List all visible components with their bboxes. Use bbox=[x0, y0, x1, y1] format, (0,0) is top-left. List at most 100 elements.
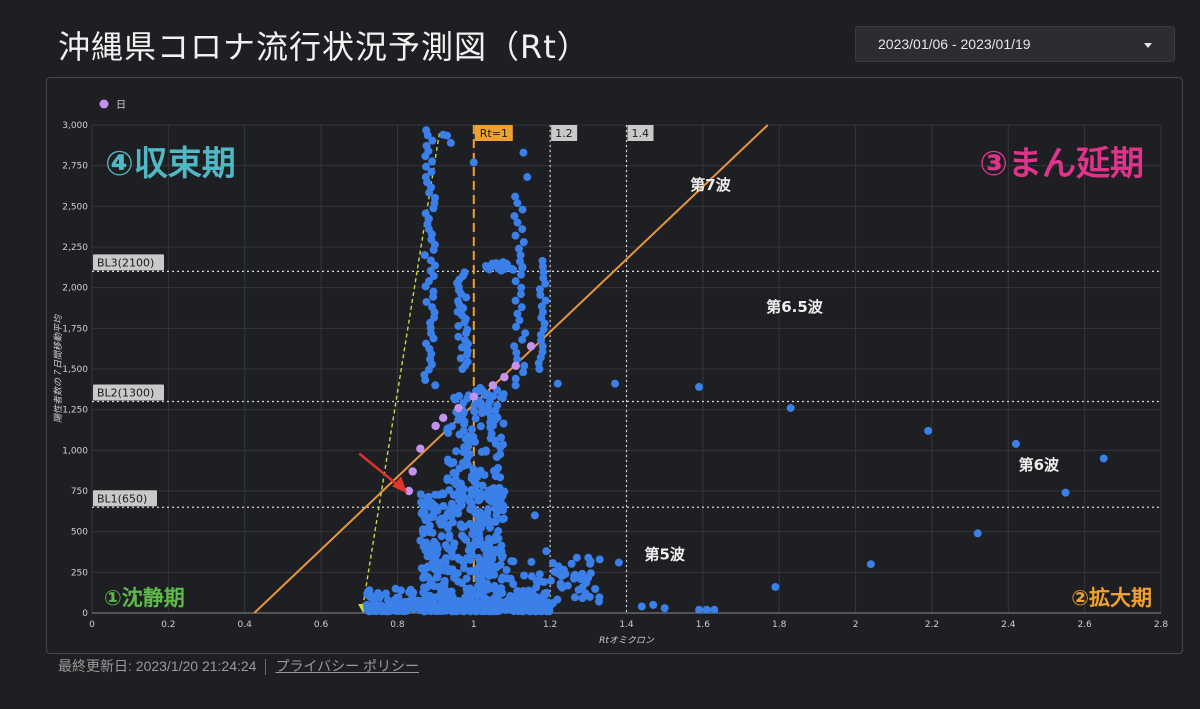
x-tick-label: 0.8 bbox=[390, 620, 405, 630]
data-point bbox=[465, 584, 474, 593]
data-point bbox=[417, 498, 426, 507]
data-point bbox=[539, 605, 548, 614]
y-tick-label: 2,500 bbox=[62, 202, 88, 212]
data-point bbox=[460, 522, 469, 531]
rt-ref-label: 1.2 bbox=[555, 127, 573, 140]
data-point bbox=[471, 414, 480, 423]
data-point bbox=[425, 277, 434, 286]
data-point bbox=[479, 510, 488, 519]
data-point bbox=[370, 598, 379, 607]
data-point bbox=[481, 447, 490, 456]
data-point bbox=[866, 560, 875, 569]
privacy-policy-link[interactable]: プライバシー ポリシー bbox=[275, 658, 420, 674]
data-point bbox=[421, 173, 430, 182]
data-point bbox=[541, 296, 550, 305]
data-point bbox=[454, 577, 463, 586]
data-point bbox=[503, 574, 512, 583]
data-point bbox=[447, 422, 456, 431]
data-point bbox=[497, 541, 506, 550]
data-point bbox=[513, 199, 522, 208]
data-point bbox=[518, 225, 527, 234]
data-point bbox=[570, 593, 579, 602]
y-tick-label: 750 bbox=[71, 487, 88, 497]
data-point bbox=[442, 602, 451, 611]
data-point bbox=[469, 467, 478, 476]
data-point bbox=[695, 605, 704, 614]
data-point bbox=[418, 508, 427, 517]
data-point bbox=[515, 316, 524, 325]
date-range-select[interactable]: 2023/01/06 - 2023/01/19 bbox=[855, 26, 1175, 62]
data-point bbox=[449, 468, 458, 477]
rt1-label: Rt=1 bbox=[480, 127, 508, 140]
data-point bbox=[470, 599, 479, 608]
data-point bbox=[486, 423, 495, 432]
data-point bbox=[434, 567, 443, 576]
data-point bbox=[464, 432, 473, 441]
data-point bbox=[973, 529, 982, 538]
rt1-label-bg bbox=[474, 125, 513, 141]
data-point bbox=[538, 256, 547, 265]
highlight-point bbox=[454, 403, 463, 413]
data-point bbox=[536, 290, 545, 299]
wave-label: 第7波 bbox=[690, 176, 731, 194]
data-point bbox=[496, 393, 505, 402]
data-point bbox=[463, 357, 472, 366]
page-title: 沖縄県コロナ流行状況予測図（Rt） bbox=[58, 28, 590, 66]
data-point bbox=[576, 575, 585, 584]
data-point bbox=[488, 602, 497, 611]
data-point bbox=[538, 593, 547, 602]
data-point bbox=[422, 339, 431, 348]
data-point bbox=[450, 393, 459, 402]
quadrant-label-spread: ③まん延期 bbox=[979, 144, 1144, 184]
data-point bbox=[419, 525, 428, 534]
data-point bbox=[457, 343, 466, 352]
data-point bbox=[513, 594, 522, 603]
rt-ref-label-bg bbox=[551, 125, 578, 141]
chevron-down-icon[interactable] bbox=[1144, 43, 1152, 48]
data-point bbox=[467, 499, 476, 508]
data-point bbox=[469, 158, 478, 167]
data-point bbox=[437, 532, 446, 541]
data-point bbox=[519, 368, 528, 377]
y-tick-label: 250 bbox=[71, 568, 88, 578]
footer: 最終更新日: 2023/1/20 21:24:24 プライバシー ポリシー bbox=[58, 656, 419, 676]
data-point bbox=[444, 429, 453, 438]
data-point bbox=[514, 244, 523, 253]
data-point bbox=[463, 325, 472, 334]
data-point bbox=[485, 398, 494, 407]
data-point bbox=[366, 605, 375, 614]
data-point bbox=[535, 570, 544, 579]
data-point bbox=[463, 394, 472, 403]
data-point bbox=[423, 563, 432, 572]
data-point bbox=[461, 336, 470, 345]
data-point bbox=[443, 131, 452, 140]
data-point bbox=[502, 565, 511, 574]
data-point bbox=[466, 541, 475, 550]
data-point bbox=[460, 443, 469, 452]
data-point bbox=[450, 539, 459, 548]
data-point bbox=[498, 491, 507, 500]
data-point bbox=[536, 336, 545, 345]
data-point bbox=[482, 550, 491, 559]
data-point bbox=[539, 273, 548, 282]
data-point bbox=[365, 586, 374, 595]
data-point bbox=[493, 401, 502, 410]
y-tick-label: 1,250 bbox=[62, 406, 88, 416]
data-point bbox=[595, 555, 604, 564]
data-point bbox=[660, 604, 669, 613]
data-point bbox=[443, 567, 452, 576]
y-tick-label: 2,000 bbox=[62, 284, 88, 294]
data-point bbox=[517, 270, 526, 279]
data-point bbox=[512, 322, 521, 331]
data-point bbox=[497, 584, 506, 593]
data-point bbox=[538, 347, 547, 356]
wave-label: 第6.5波 bbox=[766, 298, 824, 316]
data-point bbox=[474, 564, 483, 573]
data-point bbox=[483, 579, 492, 588]
x-tick-label: 1.2 bbox=[543, 620, 557, 630]
data-point bbox=[422, 141, 431, 150]
data-point bbox=[425, 521, 434, 530]
data-point bbox=[448, 508, 457, 517]
data-point bbox=[445, 531, 454, 540]
data-point bbox=[501, 605, 510, 614]
